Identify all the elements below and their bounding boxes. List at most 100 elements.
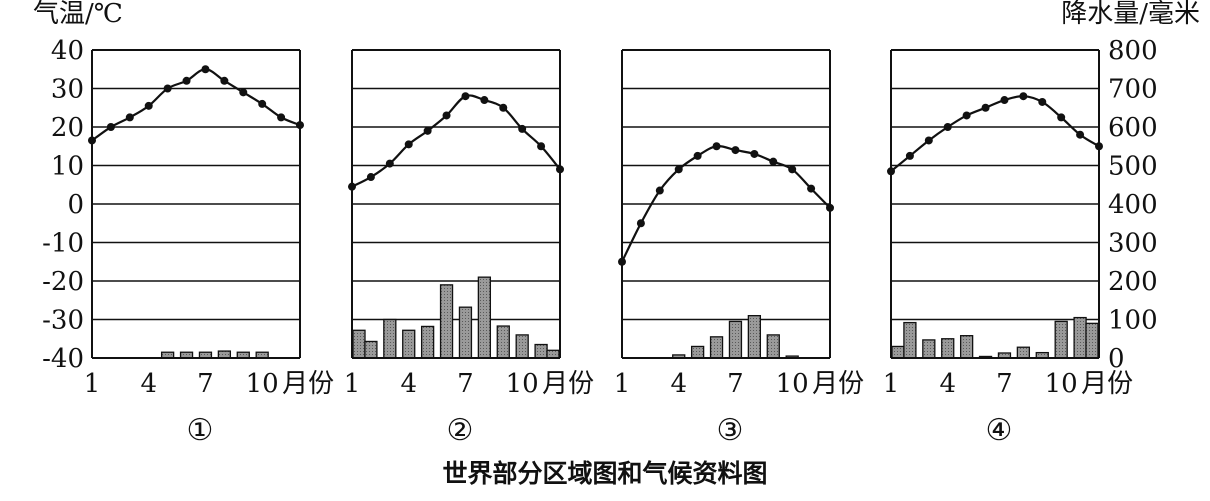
temperature-point [404, 140, 413, 149]
x-unit-label: 月份 [812, 369, 864, 399]
temperature-point [385, 159, 394, 168]
right-axis-tick-label: 100 [1108, 306, 1158, 336]
precipitation-bar [1054, 320, 1068, 359]
temperature-point [556, 165, 564, 174]
temperature-point [366, 173, 375, 182]
temperature-point [731, 146, 740, 155]
temperature-point [807, 184, 816, 193]
temperature-point [826, 203, 834, 212]
temperature-point [348, 182, 356, 191]
temperature-point [296, 121, 304, 130]
temperature-point [499, 103, 508, 112]
temperature-point [618, 257, 626, 266]
right-axis-tick-label: 0 [1108, 344, 1125, 374]
right-axis-title: 降水量/毫米 [1061, 0, 1200, 29]
left-axis-tick-label: -40 [42, 344, 84, 374]
temperature-point [769, 157, 778, 166]
precipitation-bar [728, 320, 743, 359]
climate-panel-2: 1 4 7 10 月份 ② [344, 49, 594, 448]
climate-panel-4: 1 4 7 10 月份 ④ [883, 49, 1133, 448]
precipitation-bar [352, 329, 366, 359]
temperature-point [712, 142, 721, 151]
precipitation-bar [1073, 316, 1087, 359]
right-axis-tick-label: 400 [1108, 190, 1158, 220]
temperature-point [1038, 97, 1047, 106]
panel-number-label: ③ [717, 413, 744, 448]
temperature-point [144, 101, 153, 110]
temperature-point [693, 151, 702, 160]
temperature-line [351, 94, 561, 188]
temperature-point [788, 165, 797, 174]
left-axis-tick-label: -20 [42, 267, 84, 297]
temperature-point [125, 113, 134, 122]
temperature-point [674, 165, 683, 174]
x-tick-label: 7 [727, 369, 744, 399]
x-tick-label: 4 [400, 369, 417, 399]
temperature-point [1076, 130, 1085, 139]
temperature-point [201, 65, 210, 74]
temperature-point [1095, 142, 1103, 151]
left-axis-tick-label: 40 [51, 36, 84, 66]
left-axis-ticks: 40 30 20 10 0 -10 -20 -30 -40 [42, 36, 84, 374]
x-tick-label: 7 [457, 369, 474, 399]
temperature-point [182, 76, 191, 85]
precipitation-bar [383, 318, 397, 359]
x-unit-label: 月份 [1081, 369, 1133, 399]
left-axis-tick-label: 0 [67, 190, 84, 220]
temperature-point [163, 84, 172, 93]
precipitation-bar [709, 336, 724, 359]
left-axis-tick-label: -10 [42, 229, 84, 259]
precipitation-bar [364, 340, 378, 359]
temperature-point [1057, 113, 1066, 122]
left-axis-tick-label: 10 [51, 152, 84, 182]
right-axis-ticks: 800 700 600 500 400 300 200 100 0 [1108, 36, 1158, 374]
precipitation-bar [1085, 322, 1099, 359]
precipitation-bar [747, 314, 762, 359]
temperature-line [91, 68, 301, 142]
precipitation-bar [477, 276, 492, 359]
precipitation-bar [439, 284, 454, 359]
x-tick-label: 4 [670, 369, 687, 399]
climate-panel-1: 1 4 7 10 月份 ① [84, 49, 334, 448]
temperature-point [106, 123, 115, 131]
temperature-point [750, 149, 759, 158]
x-tick-label: 10 [1045, 369, 1078, 399]
x-tick-label: 1 [883, 369, 900, 399]
precipitation-bar [402, 329, 416, 359]
precipitation-bar [903, 321, 917, 359]
temperature-point [924, 136, 933, 145]
x-tick-label: 10 [246, 369, 279, 399]
temperature-point [962, 111, 971, 120]
temperature-point [1000, 96, 1009, 105]
temperature-point [258, 99, 267, 108]
precipitation-bar [546, 349, 560, 359]
temperature-point [239, 88, 248, 97]
panel-number-label: ② [447, 413, 474, 448]
precipitation-bar [766, 334, 780, 359]
x-unit-label: 月份 [282, 369, 334, 399]
temperature-point [461, 92, 470, 101]
right-axis-tick-label: 800 [1108, 36, 1158, 66]
x-unit-label: 月份 [542, 369, 594, 399]
temperature-line [890, 95, 1100, 173]
x-tick-label: 1 [614, 369, 631, 399]
left-axis-tick-label: 30 [51, 75, 84, 105]
precipitation-bar [217, 350, 232, 359]
left-axis-tick-label: 20 [51, 113, 84, 143]
temperature-point [1019, 92, 1028, 101]
right-axis-tick-label: 300 [1108, 229, 1158, 259]
panel-number-label: ④ [986, 413, 1013, 448]
precipitation-bar [534, 343, 548, 359]
precipitation-bar [515, 334, 529, 359]
figure-caption: 世界部分区域图和气候资料图 [442, 459, 767, 488]
climate-panel-3: 1 4 7 10 月份 ③ [614, 49, 864, 448]
temperature-point [655, 186, 664, 195]
precipitation-bar [690, 345, 705, 359]
temperature-point [636, 219, 645, 228]
temperature-point [537, 142, 546, 151]
left-axis-title: 气温/℃ [33, 0, 123, 29]
temperature-point [88, 136, 96, 145]
temperature-point [518, 124, 527, 133]
